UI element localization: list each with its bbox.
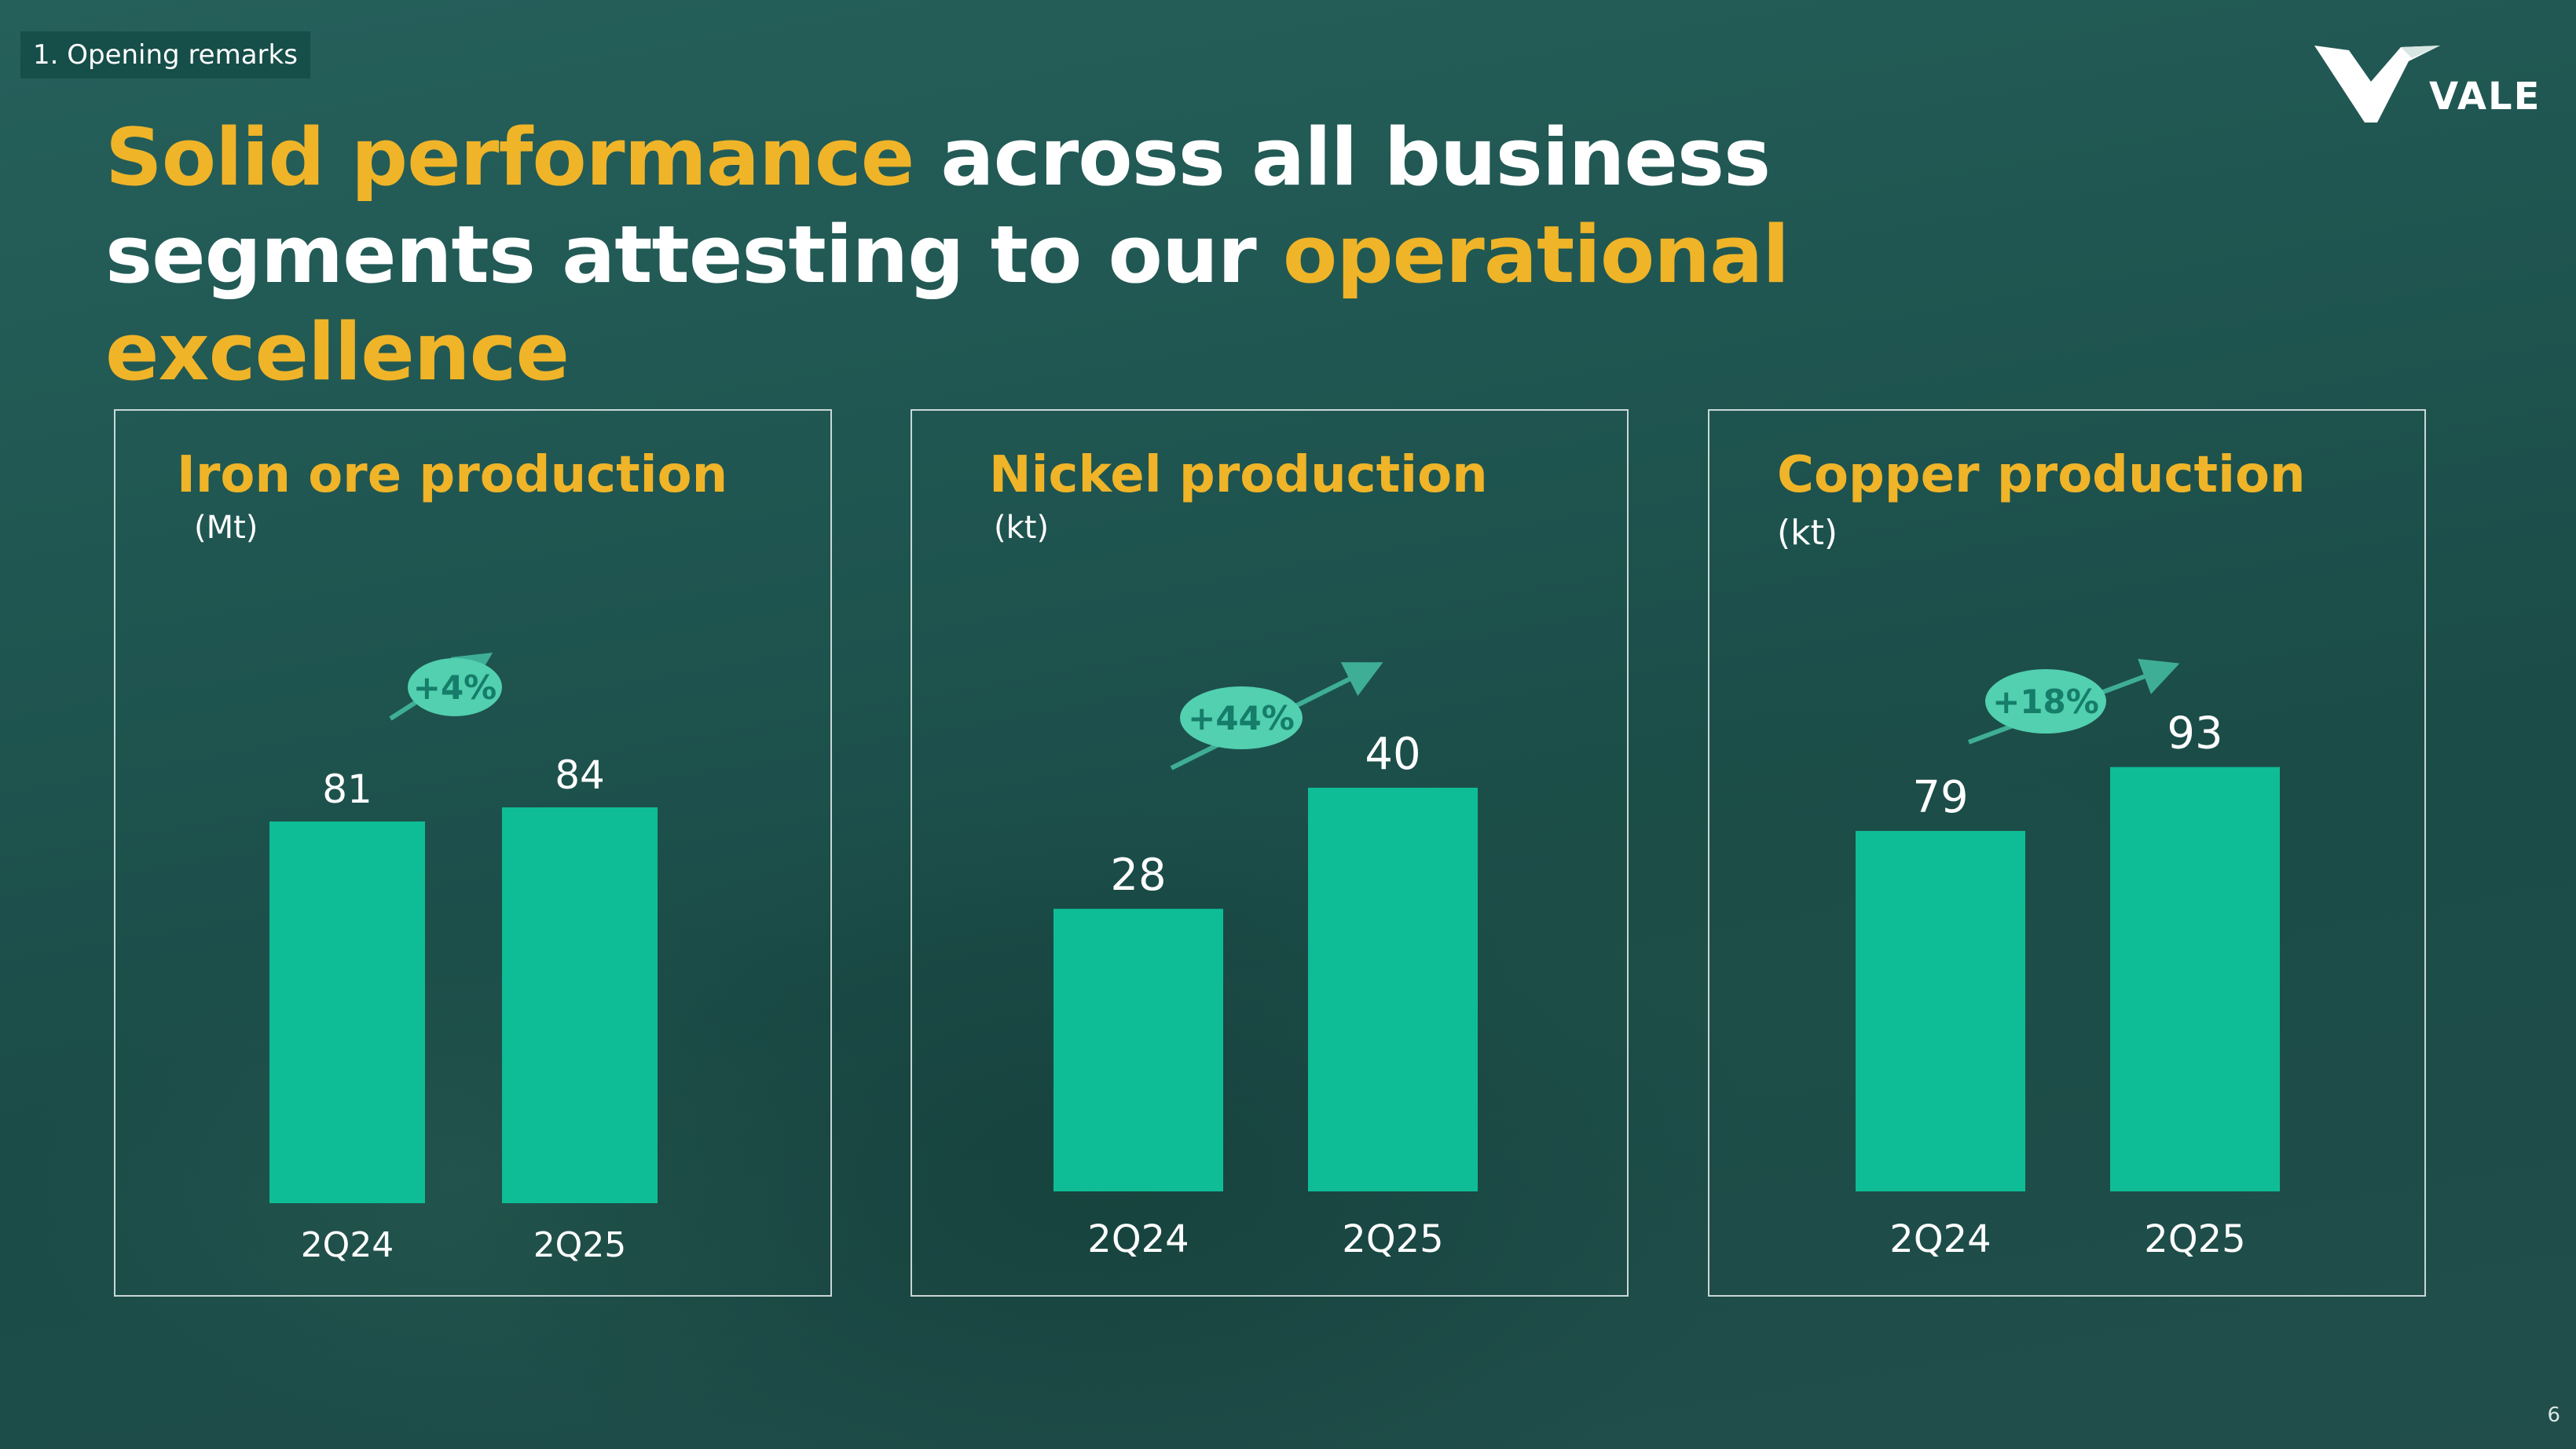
category-label: 2Q25 — [1342, 1217, 1443, 1261]
copper-title: Copper production — [1777, 446, 2306, 504]
bar-2q25 — [502, 807, 658, 1203]
change-badge — [1985, 669, 2106, 734]
page-number: 6 — [2547, 1403, 2560, 1427]
change-badge — [1180, 686, 1303, 749]
iron-ore-unit: (Mt) — [194, 510, 258, 546]
copper-panel: Copper production (kt) 79 2Q24 93 2Q25 +18% — [1708, 409, 2426, 1297]
change-badge-label: +18% — [1992, 682, 2099, 721]
iron-ore-panel: Iron ore production (Mt) 81 2Q24 84 2Q25 +4% — [114, 409, 832, 1297]
logo-text: VALE — [2429, 75, 2541, 119]
change-badge — [408, 658, 502, 716]
headline-highlight-1: Solid performance — [105, 111, 914, 203]
category-label: 2Q25 — [2144, 1217, 2245, 1261]
category-label: 2Q25 — [533, 1225, 627, 1265]
headline-highlight-2: operational excellence — [105, 208, 1790, 398]
category-label: 2Q24 — [1087, 1217, 1189, 1261]
vale-logo-icon — [2314, 46, 2440, 123]
nickel-panel: Nickel production (kt) 28 2Q24 40 2Q25 +44% — [911, 409, 1629, 1297]
category-label: 2Q24 — [1889, 1217, 1991, 1261]
bar-2q25 — [2110, 767, 2280, 1191]
category-label: 2Q24 — [301, 1225, 394, 1265]
nickel-title: Nickel production — [989, 446, 1488, 504]
nickel-unit: (kt) — [994, 510, 1050, 546]
value-label: 28 — [1110, 850, 1166, 901]
value-label: 93 — [2167, 708, 2222, 759]
iron-ore-chart: 81 2Q24 84 2Q25 +4% — [269, 652, 658, 1265]
copper-chart: 79 2Q24 93 2Q25 +18% — [1856, 658, 2280, 1261]
page-title: Solid performance across all business se… — [105, 108, 2148, 401]
value-label: 40 — [1365, 729, 1420, 780]
change-badge-label: +4% — [413, 668, 497, 707]
section-tag: 1. Opening remarks — [20, 31, 310, 79]
nickel-chart: 28 2Q24 40 2Q25 +44% — [1053, 662, 1478, 1261]
copper-unit: (kt) — [1777, 513, 1838, 553]
headline-middle: across all business segments attesting t… — [105, 111, 1771, 301]
bar-2q24 — [269, 821, 425, 1203]
iron-ore-title: Iron ore production — [177, 446, 728, 504]
change-badge-label: +44% — [1188, 699, 1295, 737]
value-label: 81 — [322, 767, 372, 812]
value-label: 79 — [1912, 772, 1968, 823]
bar-2q24 — [1856, 831, 2025, 1191]
bar-2q25 — [1308, 788, 1478, 1191]
bar-2q24 — [1053, 909, 1223, 1191]
value-label: 84 — [555, 752, 605, 798]
